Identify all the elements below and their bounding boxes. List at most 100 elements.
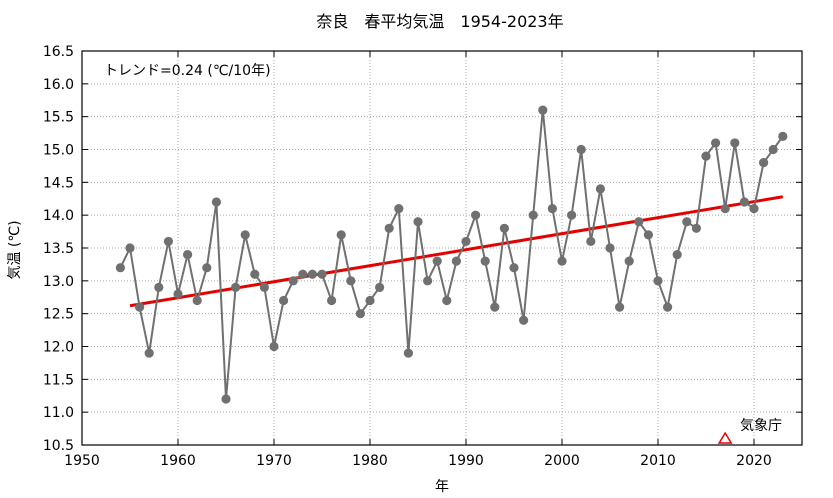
- data-point: [547, 204, 558, 214]
- data-point: [231, 282, 241, 292]
- y-tick-label: 11.5: [43, 372, 74, 388]
- data-point: [269, 341, 279, 352]
- x-tick-label: 1970: [256, 453, 292, 469]
- x-tick-label: 1980: [352, 453, 388, 469]
- y-tick-label: 14.0: [43, 208, 74, 224]
- data-point: [365, 295, 375, 306]
- data-point: [605, 243, 615, 253]
- x-axis-label: 年: [435, 479, 449, 495]
- chart-title: 奈良 春平均気温 1954-2023年: [316, 12, 563, 31]
- data-point: [355, 309, 365, 319]
- data-point: [720, 204, 730, 214]
- data-point: [682, 217, 692, 227]
- data-point: [279, 295, 289, 306]
- data-point: [221, 394, 231, 404]
- y-tick-label: 13.5: [43, 241, 74, 257]
- data-point: [384, 223, 394, 233]
- source-marker: [717, 431, 733, 444]
- data-point: [451, 256, 461, 266]
- source-label: 気象庁: [740, 418, 782, 434]
- data-point: [125, 243, 135, 253]
- data-point: [519, 315, 529, 325]
- plot-frame: [81, 50, 803, 446]
- y-tick-label: 12.5: [43, 307, 74, 323]
- data-point: [759, 158, 769, 168]
- data-point: [480, 256, 490, 266]
- x-tick-label: 2020: [736, 453, 772, 469]
- y-tick-label: 16.0: [43, 77, 74, 93]
- data-point: [298, 269, 308, 279]
- data-point: [778, 131, 788, 141]
- y-tick-label: 12.0: [43, 340, 74, 356]
- data-point: [403, 348, 413, 358]
- data-point: [499, 223, 509, 233]
- data-point: [739, 197, 750, 207]
- y-axis-ticks: 10.5 11.0 11.5 12.0 12.5 13.0 13.5 14.0 14.5 15.0…: [43, 44, 802, 454]
- temperature-line: [119, 110, 784, 400]
- data-point: [461, 236, 471, 247]
- data-point: [154, 282, 164, 292]
- data-point: [375, 282, 385, 292]
- data-point: [423, 276, 433, 286]
- data-point: [442, 295, 452, 306]
- y-tick-label: 15.0: [43, 143, 74, 159]
- data-point: [711, 138, 721, 148]
- grid-lines: [82, 51, 802, 445]
- data-point: [211, 197, 221, 207]
- data-point: [653, 276, 663, 286]
- data-point: [528, 210, 538, 220]
- y-tick-label: 13.0: [43, 274, 74, 290]
- data-point: [346, 276, 356, 286]
- x-tick-label: 2000: [544, 453, 580, 469]
- data-point: [163, 236, 173, 247]
- y-tick-label: 14.5: [43, 175, 74, 191]
- data-point: [595, 184, 606, 194]
- data-point: [327, 295, 337, 306]
- trend-annotation: トレンド=0.24 (℃/10年): [104, 63, 271, 79]
- x-tick-label: 1950: [64, 453, 100, 469]
- data-point: [115, 263, 125, 273]
- data-point: [240, 230, 250, 240]
- data-point: [557, 256, 567, 266]
- data-series: [115, 105, 788, 404]
- data-point: [624, 256, 634, 266]
- data-point: [643, 230, 654, 240]
- trend-layer: [129, 195, 784, 308]
- data-point: [135, 302, 145, 312]
- data-point: [336, 230, 346, 240]
- data-point: [183, 249, 193, 260]
- y-axis-label: 気温 (℃): [7, 220, 23, 279]
- x-tick-label: 1960: [160, 453, 196, 469]
- y-tick-label: 10.5: [43, 438, 74, 454]
- data-point: [490, 302, 500, 312]
- x-axis-ticks: 1950 1960 1970 1980 1990 2000 2010 2020: [64, 51, 772, 469]
- data-point: [634, 217, 644, 227]
- x-tick-label: 1990: [448, 453, 484, 469]
- x-tick-label: 2010: [640, 453, 676, 469]
- data-point: [173, 289, 183, 299]
- data-point: [259, 282, 269, 292]
- data-point: [701, 151, 711, 161]
- data-point: [538, 105, 548, 115]
- data-point: [749, 204, 759, 214]
- data-point: [615, 302, 625, 312]
- y-tick-label: 11.0: [43, 405, 74, 421]
- trend-line: [129, 195, 784, 308]
- data-point: [471, 210, 481, 220]
- data-point: [394, 204, 404, 214]
- data-point: [413, 217, 423, 227]
- data-point: [576, 144, 586, 155]
- y-tick-label: 15.5: [43, 110, 74, 126]
- data-point: [691, 223, 702, 233]
- data-point: [509, 263, 519, 273]
- data-point: [432, 256, 442, 266]
- data-point: [307, 269, 317, 279]
- data-point: [288, 276, 298, 286]
- data-point: [250, 269, 260, 279]
- data-point: [768, 144, 778, 155]
- data-point: [192, 295, 202, 306]
- data-point: [144, 348, 154, 358]
- y-tick-label: 16.5: [43, 44, 74, 60]
- data-point: [202, 263, 212, 273]
